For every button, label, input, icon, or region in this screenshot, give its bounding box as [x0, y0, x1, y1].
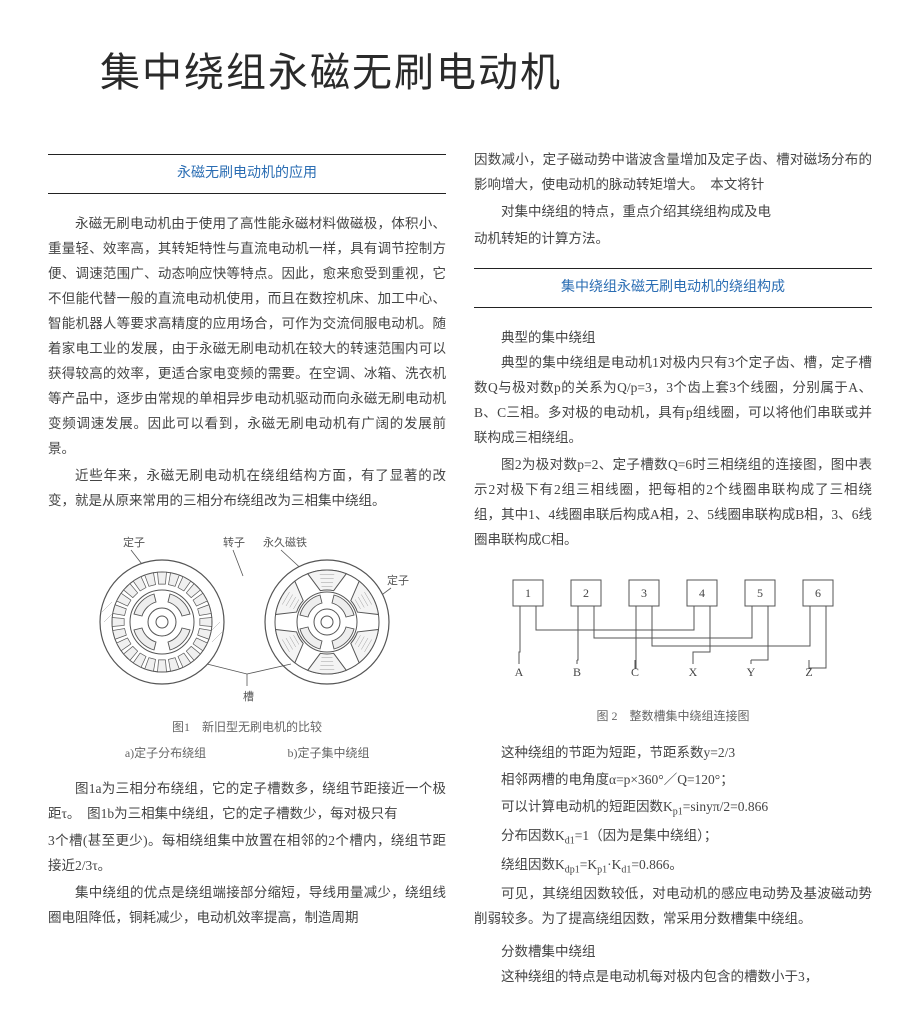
right-column: 因数减小，定子磁动势中谐波含量增加及定子齿、槽对磁场分布的影响增大，使电动机的脉…: [474, 148, 872, 992]
sub-dp1: dp1: [565, 865, 580, 876]
right-p8: 可见，其绕组因数较低，对电动机的感应电动势及基波磁动势削弱较多。为了提高绕组因数…: [474, 882, 872, 932]
motor-a: [100, 560, 224, 684]
svg-text:3: 3: [641, 586, 647, 600]
right-p0a: 因数减小，定子磁动势中谐波含量增加及定子齿、槽对磁场分布的影响增大，使电动机的脉…: [474, 148, 872, 198]
left-p2: 近些年来，永磁无刷电动机在绕组结构方面，有了显著的改变，就是从原来常用的三相分布…: [48, 464, 446, 514]
svg-text:Z: Z: [805, 665, 812, 679]
p7a: 绕组因数K: [501, 857, 565, 872]
figure-2-svg: 1 2 3 4 5 6 A B C X Y Z: [483, 572, 863, 692]
fig1-caption: 图1 新旧型无刷电机的比较: [48, 718, 446, 737]
left-p5: 集中绕组的优点是绕组端接部分缩短，导线用量减少，绕组线圈电阻降低，铜耗减少，电动…: [48, 881, 446, 931]
fig1-sub-a: a)定子分布绕组: [86, 744, 246, 763]
fig1-label-magnet: 永久磁铁: [263, 535, 307, 549]
left-p1: 永磁无刷电动机由于使用了高性能永磁材料做磁极，体积小、重量轻、效率高，其转矩特性…: [48, 212, 446, 462]
right-p0c: 动机转矩的计算方法。: [474, 227, 872, 252]
page-title: 集中绕组永磁无刷电动机: [100, 40, 872, 98]
right-p3: 这种绕组的节距为短距，节距系数y=2/3: [474, 741, 872, 766]
svg-text:5: 5: [757, 586, 763, 600]
right-p5: 可以计算电动机的短距因数Kp1=sinyπ/2=0.866: [474, 795, 872, 822]
right-p9: 这种绕组的特点是电动机每对极内包含的槽数小于3，: [474, 965, 872, 990]
right-p4: 相邻两槽的电角度α=p×360°／Q=120°；: [474, 768, 872, 793]
svg-text:6: 6: [815, 586, 821, 600]
p7d: =0.866。: [631, 857, 683, 872]
p5a: 可以计算电动机的短距因数K: [501, 799, 673, 814]
fig1-label-stator2: 定子: [387, 573, 409, 587]
section-title-2: 集中绕组永磁无刷电动机的绕组构成: [474, 269, 872, 307]
right-sub1: 典型的集中绕组: [474, 326, 872, 351]
sub-p1: p1: [673, 806, 683, 817]
rule-bottom-2: [474, 307, 872, 308]
rule-bottom: [48, 193, 446, 194]
fig1-subcaptions: a)定子分布绕组 b)定子集中绕组: [48, 744, 446, 763]
section-title-1: 永磁无刷电动机的应用: [48, 155, 446, 193]
right-p0b: 对集中绕组的特点，重点介绍其绕组构成及电: [474, 200, 872, 225]
p6a: 分布因数K: [501, 828, 565, 843]
svg-text:4: 4: [699, 586, 705, 600]
svg-text:Y: Y: [747, 665, 756, 679]
p7c: ·K: [607, 857, 621, 872]
fig1-sub-b: b)定子集中绕组: [249, 744, 409, 763]
section-header-2: 集中绕组永磁无刷电动机的绕组构成: [474, 268, 872, 308]
p5b: =sinyπ/2=0.866: [683, 799, 768, 814]
left-column: 永磁无刷电动机的应用 永磁无刷电动机由于使用了高性能永磁材料做磁极，体积小、重量…: [48, 148, 446, 992]
right-p1: 典型的集中绕组是电动机1对极内只有3个定子齿、槽，定子槽数Q与极对数p的关系为Q…: [474, 351, 872, 451]
right-p7: 绕组因数Kdp1=Kp1·Kd1=0.866。: [474, 853, 872, 880]
p6b: =1（因为是集中绕组）；: [575, 828, 718, 843]
sub-p1b: p1: [597, 865, 607, 876]
svg-text:2: 2: [583, 586, 589, 600]
figure-2: 1 2 3 4 5 6 A B C X Y Z 图 2 整数槽集中绕组连接图: [474, 572, 872, 726]
svg-text:X: X: [689, 665, 698, 679]
p7b: =K: [580, 857, 597, 872]
left-p4: 3个槽(甚至更少)。每相绕组集中放置在相邻的2个槽内，绕组节距接近2/3τ。: [48, 829, 446, 879]
figure-1-svg: 定子 转子 永久磁铁 定子: [67, 534, 427, 704]
fig1-label-rotor: 转子: [223, 535, 245, 549]
figure-1: 定子 转子 永久磁铁 定子: [48, 534, 446, 763]
svg-text:1: 1: [525, 586, 531, 600]
svg-text:C: C: [631, 665, 639, 679]
content-columns: 永磁无刷电动机的应用 永磁无刷电动机由于使用了高性能永磁材料做磁极，体积小、重量…: [48, 148, 872, 992]
right-sub2: 分数槽集中绕组: [474, 940, 872, 965]
section-header-1: 永磁无刷电动机的应用: [48, 154, 446, 194]
fig1-label-stator: 定子: [123, 535, 145, 549]
svg-text:A: A: [515, 665, 524, 679]
left-p3: 图1a为三相分布绕组，它的定子槽数多，绕组节距接近一个极距τ。 图1b为三相集中…: [48, 777, 446, 827]
svg-text:B: B: [573, 665, 581, 679]
right-p2: 图2为极对数p=2、定子槽数Q=6时三相绕组的连接图，图中表示2对极下有2组三相…: [474, 453, 872, 553]
sub-d1b: d1: [621, 865, 631, 876]
fig2-caption: 图 2 整数槽集中绕组连接图: [474, 707, 872, 726]
fig1-label-slot: 槽: [243, 690, 254, 703]
sub-d1: d1: [565, 835, 575, 846]
right-p6: 分布因数Kd1=1（因为是集中绕组）；: [474, 824, 872, 851]
